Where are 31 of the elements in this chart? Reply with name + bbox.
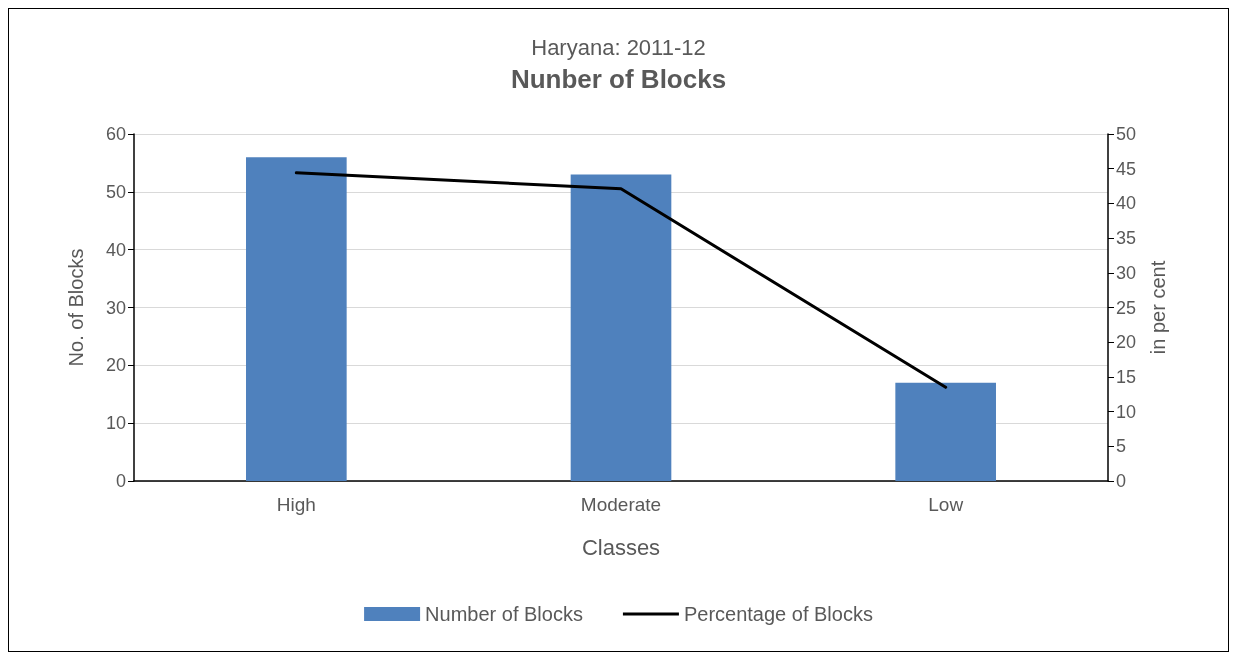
y2-tick-label: 45 xyxy=(1116,158,1137,179)
y2-tick-label: 10 xyxy=(1116,401,1137,422)
y-tick-label: 30 xyxy=(105,297,126,318)
y2-tick-label: 20 xyxy=(1116,332,1137,353)
x-tick-label: Low xyxy=(928,494,964,515)
y2-axis-title: in per cent xyxy=(1147,260,1169,355)
legend-label: Percentage of Blocks xyxy=(683,603,873,625)
x-tick-label: Moderate xyxy=(580,494,662,515)
y-tick-label: 10 xyxy=(105,413,126,434)
y2-tick-label: 15 xyxy=(1116,366,1137,387)
y2-tick-label: 40 xyxy=(1116,193,1137,214)
y2-tick-label: 5 xyxy=(1116,436,1127,457)
legend-label: Number of Blocks xyxy=(425,603,583,625)
y2-tick-label: 25 xyxy=(1116,297,1137,318)
bar xyxy=(246,157,347,481)
y2-tick-label: 50 xyxy=(1116,124,1137,144)
y2-tick-label: 30 xyxy=(1116,262,1137,283)
chart-subtitle: Haryana: 2011-12 xyxy=(531,34,706,60)
y-tick-label: 0 xyxy=(115,471,126,491)
y-tick-label: 60 xyxy=(105,124,126,144)
x-tick-label: High xyxy=(276,494,316,515)
y-tick-label: 20 xyxy=(105,355,126,376)
bar xyxy=(895,382,996,481)
y-tick-label: 50 xyxy=(105,181,126,202)
y2-tick-label: 0 xyxy=(1116,471,1127,491)
bar xyxy=(570,174,672,481)
y-axis-title: No. of Blocks xyxy=(65,248,87,367)
x-axis-title: Classes xyxy=(581,534,661,560)
y-tick-label: 40 xyxy=(105,239,126,260)
y2-tick-label: 35 xyxy=(1116,228,1137,249)
chart-title: Nunber of Blocks xyxy=(510,64,727,94)
